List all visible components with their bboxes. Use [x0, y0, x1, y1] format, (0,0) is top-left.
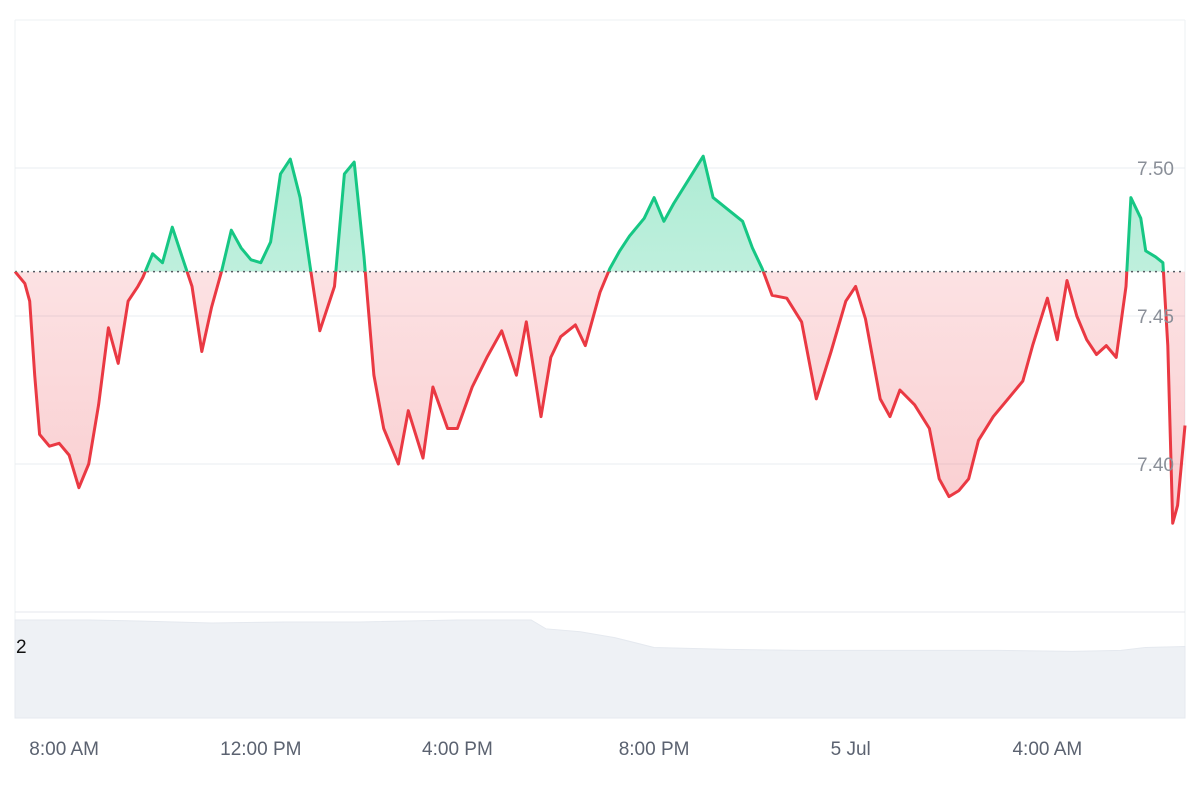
volume-area — [14, 619, 1186, 719]
x-tick-label: 12:00 PM — [220, 739, 301, 760]
volume-area-layer — [14, 619, 1186, 719]
area-below-baseline — [15, 271, 1185, 524]
x-tick-label: 8:00 AM — [29, 739, 99, 760]
y-tick-label: 7.50 — [1137, 159, 1174, 180]
x-axis-labels: 8:00 AM 12:00 PM 4:00 PM 8:00 PM 5 Jul 4:00 A… — [29, 739, 1082, 760]
y-tick-label: 7.40 — [1137, 455, 1174, 476]
y-tick-label: 7.45 — [1137, 307, 1174, 328]
price-area-layer — [15, 156, 1185, 524]
y-axis-labels: 7.50 7.45 7.40 — [1137, 159, 1174, 476]
price-line-layer — [13, 154, 1187, 525]
price-line-up — [14, 154, 1165, 272]
x-tick-label: 5 Jul — [831, 739, 871, 760]
x-tick-label: 4:00 PM — [422, 739, 493, 760]
volume-axis-label: 2 — [16, 637, 27, 658]
price-line-down — [13, 271, 1187, 525]
x-tick-label: 4:00 AM — [1012, 739, 1082, 760]
x-tick-label: 8:00 PM — [619, 739, 690, 760]
